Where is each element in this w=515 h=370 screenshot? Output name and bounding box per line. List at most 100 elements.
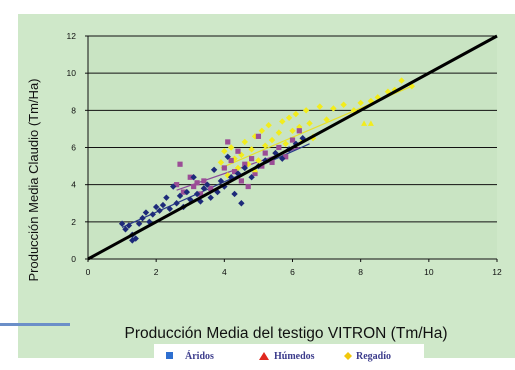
point-s1-17 <box>249 156 255 162</box>
point-s0-5 <box>132 235 139 242</box>
point-s1-23 <box>276 144 282 151</box>
point-s1-1 <box>177 161 183 167</box>
x-tick-label-0: 0 <box>86 267 91 277</box>
point-s0-36 <box>238 200 245 207</box>
point-s0-24 <box>197 198 204 205</box>
point-s2-13 <box>262 142 269 149</box>
point-s0-26 <box>204 181 211 188</box>
point-s0-10 <box>149 211 156 218</box>
point-s0-29 <box>214 188 221 196</box>
point-s1-8 <box>208 185 214 191</box>
point-s2-14 <box>265 122 272 129</box>
point-s1-3 <box>187 174 193 180</box>
point-s1-19 <box>255 133 262 139</box>
tick-labels: 0 2 4 6 8 10 12 0 2 4 6 8 10 12 <box>67 31 502 277</box>
decorative-stripe <box>0 323 70 326</box>
point-s0-11 <box>152 203 160 211</box>
point-s1-12 <box>231 169 238 175</box>
point-s2-34 <box>367 97 375 105</box>
point-s0-23 <box>193 190 201 198</box>
point-s2-29 <box>323 116 330 123</box>
legend: Áridos Húmedos Regadío <box>166 350 391 362</box>
point-s1-25 <box>289 137 296 143</box>
point-s1-20 <box>259 163 265 169</box>
point-s1-13 <box>235 148 241 154</box>
point-s1-16 <box>245 183 251 190</box>
legend-box <box>154 344 424 366</box>
point-s1-11 <box>228 157 234 164</box>
point-s0-16 <box>170 183 177 190</box>
point-s1-24 <box>283 154 289 160</box>
point-s1-9 <box>221 165 227 171</box>
point-s2-18 <box>279 118 286 125</box>
point-s2-17 <box>275 129 283 136</box>
point-s0-25 <box>200 185 208 192</box>
point-s2-19 <box>282 140 289 147</box>
point-s2-28 <box>316 103 323 110</box>
point-s0-14 <box>163 194 170 201</box>
point-s2-38 <box>398 77 405 84</box>
point-s0-27 <box>207 194 214 201</box>
point-s1-4 <box>191 183 197 190</box>
point-s1-14 <box>238 178 244 184</box>
y-tick-label-4: 4 <box>71 180 76 190</box>
y-tick-label-12: 12 <box>67 31 77 41</box>
x-axis-label: Producción Media del testigo VITRON (Tm/… <box>124 325 447 342</box>
point-s0-33 <box>227 174 235 181</box>
x-tick-label-6: 6 <box>290 267 295 277</box>
point-s2-25 <box>302 107 310 114</box>
point-s2-31 <box>340 101 347 108</box>
point-s2-20 <box>285 114 293 121</box>
x-tick-label-2: 2 <box>154 267 159 277</box>
point-s2-12 <box>258 127 266 134</box>
point-s2-7 <box>241 138 248 146</box>
point-s3-3 <box>367 120 374 126</box>
point-s0-7 <box>139 214 146 222</box>
point-s1-6 <box>197 191 204 197</box>
x-tick-label-4: 4 <box>222 267 227 277</box>
y-tick-label-0: 0 <box>71 254 76 264</box>
legend-label-humedos: Húmedos <box>274 351 315 362</box>
legend-marker-aridos <box>166 352 173 359</box>
data-points <box>118 77 415 244</box>
point-s0-28 <box>210 166 218 173</box>
point-s2-21 <box>289 127 296 134</box>
y-tick-label-10: 10 <box>67 68 77 78</box>
point-s1-22 <box>269 159 275 165</box>
point-s2-11 <box>255 157 262 164</box>
point-s0-32 <box>224 153 231 160</box>
point-s0-8 <box>142 209 150 216</box>
point-s0-38 <box>248 174 255 181</box>
x-tick-label-12: 12 <box>492 267 502 277</box>
legend-marker-humedos <box>259 352 269 360</box>
point-s2-0 <box>217 159 225 166</box>
point-s0-30 <box>217 177 225 185</box>
point-s0-17 <box>173 200 180 207</box>
reference-line <box>87 34 498 261</box>
point-s0-6 <box>135 220 143 227</box>
point-s0-37 <box>241 164 248 172</box>
y-tick-label-2: 2 <box>71 217 76 227</box>
point-s0-12 <box>156 207 163 214</box>
point-s0-22 <box>190 174 197 181</box>
legend-label-regadio: Regadío <box>356 351 391 362</box>
point-s0-0 <box>118 220 126 227</box>
legend-marker-regadio <box>344 352 352 360</box>
point-s2-30 <box>330 105 337 112</box>
point-s2-9 <box>248 146 255 153</box>
point-s2-15 <box>268 136 276 144</box>
point-s1-5 <box>194 180 200 186</box>
x-tick-label-8: 8 <box>358 267 363 277</box>
point-s2-22 <box>292 110 300 118</box>
point-s0-1 <box>122 226 129 233</box>
point-s1-18 <box>252 170 258 177</box>
axes <box>85 35 498 262</box>
point-s0-35 <box>234 170 242 177</box>
point-s1-21 <box>262 150 268 156</box>
y-tick-label-6: 6 <box>71 143 76 153</box>
point-s1-26 <box>296 128 302 134</box>
x-tick-label-10: 10 <box>424 267 434 277</box>
point-s0-15 <box>166 205 173 213</box>
point-s0-2 <box>125 222 133 229</box>
